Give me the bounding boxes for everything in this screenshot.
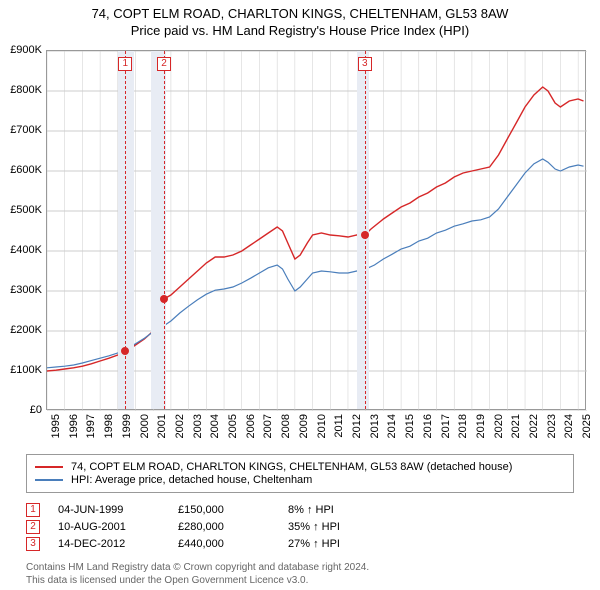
y-axis-tick-label: £600K	[0, 164, 42, 176]
legend-row: 74, COPT ELM ROAD, CHARLTON KINGS, CHELT…	[35, 461, 565, 473]
sales-table: 1 04-JUN-1999£150,0008% ↑ HPI 2 10-AUG-2001…	[26, 500, 574, 554]
y-axis-tick-label: £800K	[0, 84, 42, 96]
sale-point-dot	[361, 231, 369, 239]
footer-line-1: Contains HM Land Registry data © Crown c…	[26, 562, 369, 575]
x-axis-tick-label: 2020	[493, 414, 505, 438]
x-axis-tick-label: 2014	[386, 414, 398, 438]
sale-date: 10-AUG-2001	[58, 521, 178, 533]
x-axis-tick-label: 2021	[510, 414, 522, 438]
x-axis-tick-label: 2016	[422, 414, 434, 438]
sale-pct-vs-hpi: 8% ↑ HPI	[288, 504, 428, 516]
x-axis-tick-label: 2004	[209, 414, 221, 438]
footer-line-2: This data is licensed under the Open Gov…	[26, 575, 369, 588]
x-axis-tick-label: 1997	[85, 414, 97, 438]
sale-marker-box: 1	[118, 57, 132, 71]
x-axis-tick-label: 2007	[262, 414, 274, 438]
sale-marker-box: 2	[157, 57, 171, 71]
x-axis-tick-label: 2012	[351, 414, 363, 438]
x-axis-tick-label: 2005	[227, 414, 239, 438]
sale-id-box: 2	[26, 520, 40, 534]
sale-date: 14-DEC-2012	[58, 538, 178, 550]
legend-swatch	[35, 466, 63, 468]
chart-container: 74, COPT ELM ROAD, CHARLTON KINGS, CHELT…	[0, 0, 600, 590]
legend-label: 74, COPT ELM ROAD, CHARLTON KINGS, CHELT…	[71, 461, 512, 473]
x-axis-tick-label: 2001	[156, 414, 168, 438]
highlight-band	[357, 51, 369, 409]
y-axis-tick-label: £900K	[0, 44, 42, 56]
sale-point-dot	[121, 347, 129, 355]
y-axis-tick-label: £0	[0, 404, 42, 416]
x-axis-tick-label: 2015	[404, 414, 416, 438]
sale-marker-line	[365, 51, 366, 409]
chart-title-address: 74, COPT ELM ROAD, CHARLTON KINGS, CHELT…	[0, 6, 600, 21]
sale-price: £150,000	[178, 504, 288, 516]
x-axis-tick-label: 2018	[457, 414, 469, 438]
x-axis-tick-label: 1998	[103, 414, 115, 438]
sale-pct-vs-hpi: 27% ↑ HPI	[288, 538, 428, 550]
x-axis-tick-label: 2008	[280, 414, 292, 438]
x-axis-tick-label: 1996	[68, 414, 80, 438]
chart-subtitle: Price paid vs. HM Land Registry's House …	[0, 23, 600, 38]
y-axis-tick-label: £200K	[0, 324, 42, 336]
legend-row: HPI: Average price, detached house, Chel…	[35, 474, 565, 486]
x-axis-tick-label: 2025	[581, 414, 593, 438]
x-axis-tick-label: 2011	[333, 414, 345, 438]
x-axis-tick-label: 2000	[139, 414, 151, 438]
x-axis-tick-label: 2022	[528, 414, 540, 438]
sale-marker-line	[164, 51, 165, 409]
y-axis-tick-label: £100K	[0, 364, 42, 376]
x-axis-tick-label: 2010	[316, 414, 328, 438]
sale-price: £440,000	[178, 538, 288, 550]
sale-marker-line	[125, 51, 126, 409]
x-axis-tick-label: 2003	[192, 414, 204, 438]
x-axis-tick-label: 1999	[121, 414, 133, 438]
x-axis-tick-label: 2002	[174, 414, 186, 438]
sale-id-box: 3	[26, 537, 40, 551]
legend-box: 74, COPT ELM ROAD, CHARLTON KINGS, CHELT…	[26, 454, 574, 493]
chart-plot-area: 1 2 3	[46, 50, 586, 410]
x-axis-tick-label: 2009	[298, 414, 310, 438]
sale-pct-vs-hpi: 35% ↑ HPI	[288, 521, 428, 533]
sale-date: 04-JUN-1999	[58, 504, 178, 516]
y-axis-tick-label: £700K	[0, 124, 42, 136]
sale-price: £280,000	[178, 521, 288, 533]
sales-table-row: 1 04-JUN-1999£150,0008% ↑ HPI	[26, 503, 574, 517]
y-axis-tick-label: £300K	[0, 284, 42, 296]
y-axis-tick-label: £500K	[0, 204, 42, 216]
x-axis-tick-label: 1995	[50, 414, 62, 438]
x-axis-tick-label: 2013	[369, 414, 381, 438]
sale-point-dot	[160, 295, 168, 303]
y-axis-tick-label: £400K	[0, 244, 42, 256]
x-axis-tick-label: 2006	[245, 414, 257, 438]
sales-table-row: 2 10-AUG-2001£280,00035% ↑ HPI	[26, 520, 574, 534]
sales-table-row: 3 14-DEC-2012£440,00027% ↑ HPI	[26, 537, 574, 551]
x-axis-tick-label: 2023	[546, 414, 558, 438]
x-axis-tick-label: 2019	[475, 414, 487, 438]
legend-label: HPI: Average price, detached house, Chel…	[71, 474, 312, 486]
sale-id-box: 1	[26, 503, 40, 517]
legend-swatch	[35, 479, 63, 481]
footer-attribution: Contains HM Land Registry data © Crown c…	[26, 562, 369, 587]
x-axis-tick-label: 2024	[563, 414, 575, 438]
sale-marker-box: 3	[358, 57, 372, 71]
title-block: 74, COPT ELM ROAD, CHARLTON KINGS, CHELT…	[0, 0, 600, 38]
x-axis-tick-label: 2017	[440, 414, 452, 438]
